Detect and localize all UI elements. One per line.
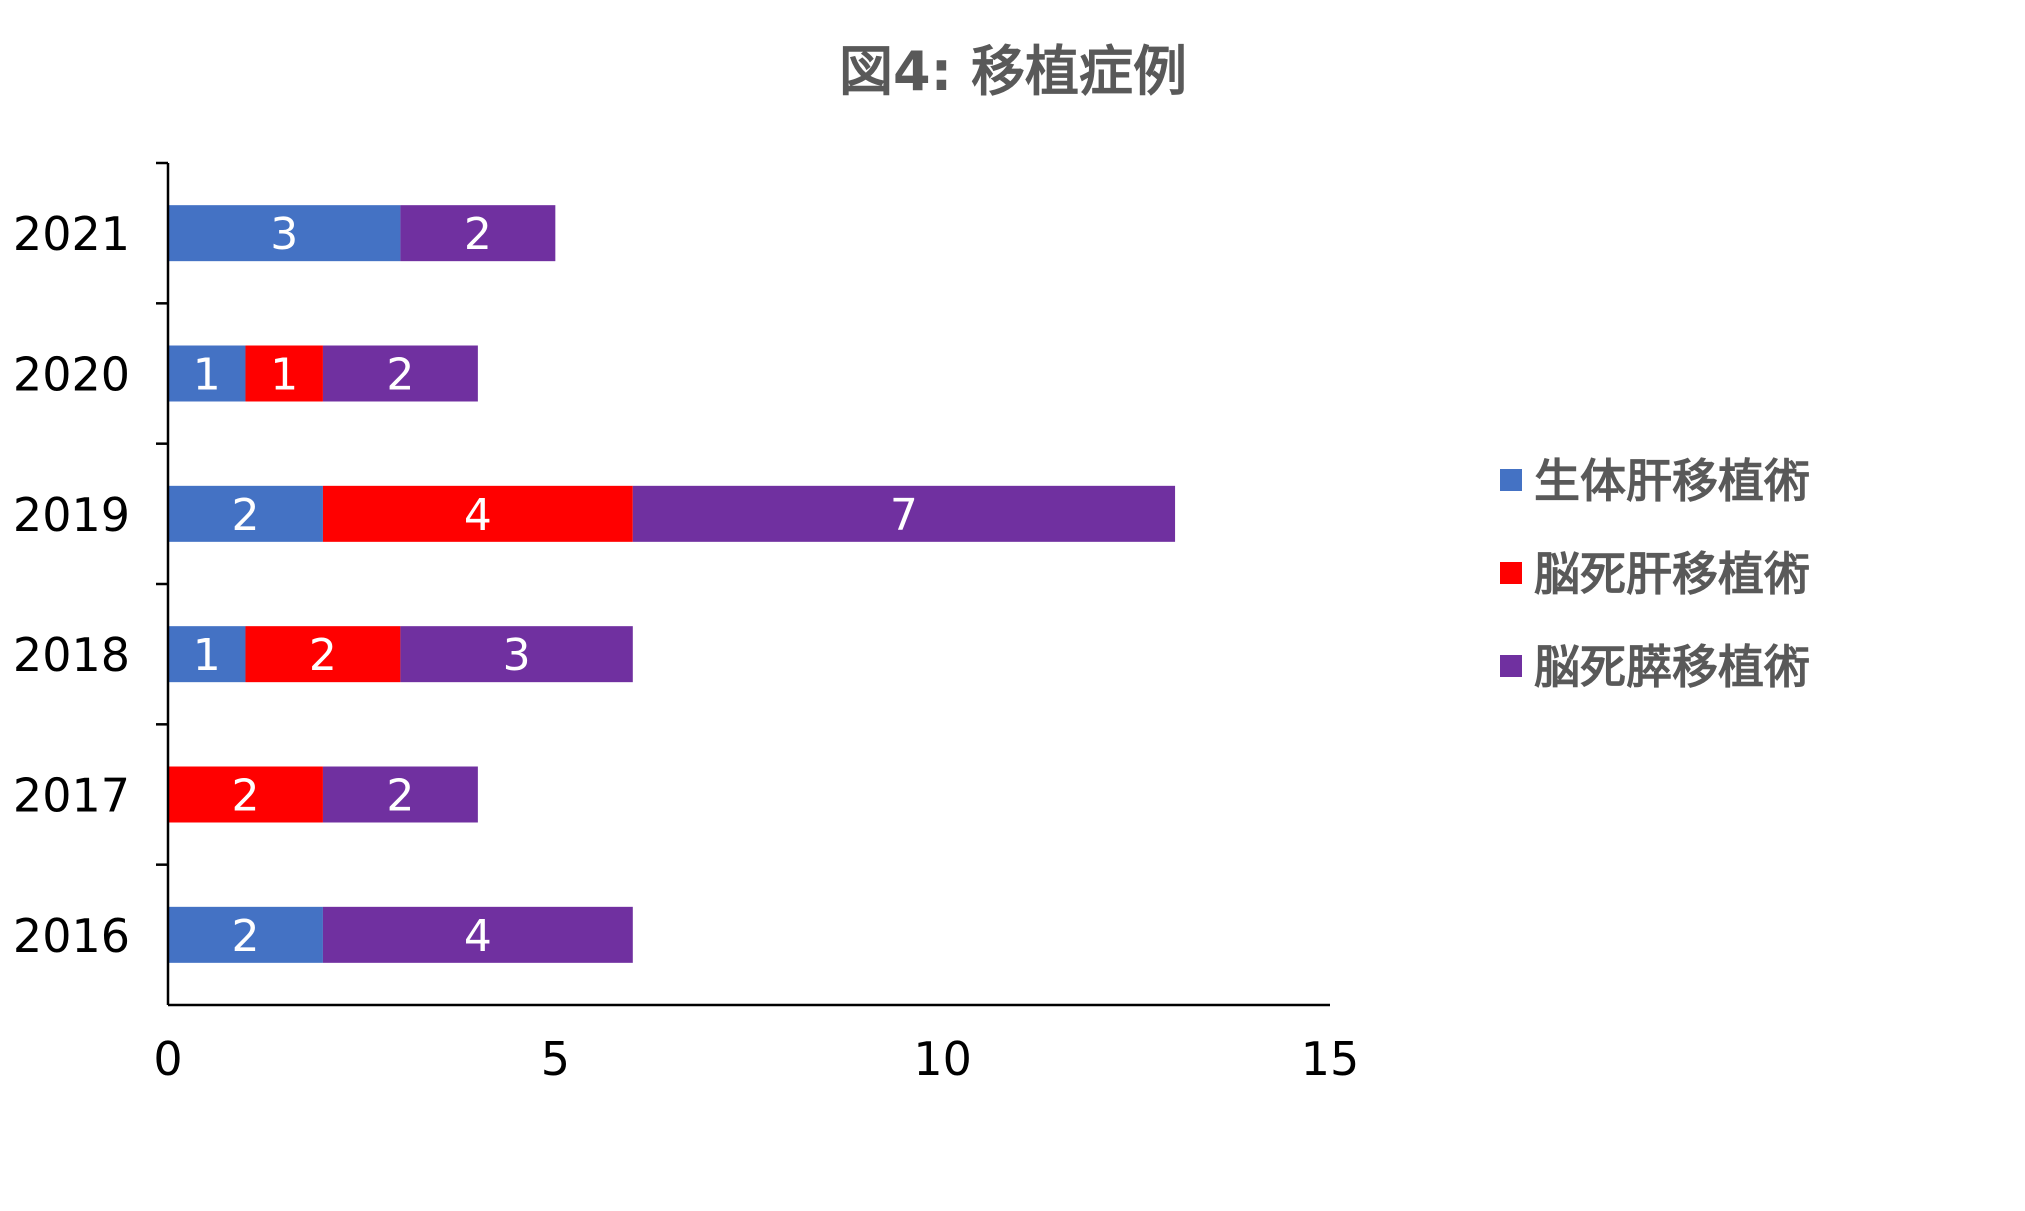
x-tick-label-5: 5: [541, 1032, 570, 1086]
data-label-2019-series-0: 2: [231, 490, 259, 541]
bar-2019-series-1: [322, 485, 633, 542]
bar-2020-series-2: [322, 345, 478, 402]
bar-2018-series-1: [245, 626, 401, 683]
bar-2017-series-2: [322, 766, 478, 823]
data-label-2018-series-1: 2: [309, 630, 337, 681]
y-tick-label-2019: 2019: [13, 488, 130, 542]
legend-swatch-1: [1500, 562, 1522, 584]
data-label-2020-series-0: 1: [193, 350, 221, 401]
legend-swatch-0: [1500, 469, 1522, 491]
data-label-2019-series-2: 7: [890, 490, 918, 541]
bar-2017-series-1: [168, 766, 323, 823]
data-label-2017-series-2: 2: [386, 771, 414, 822]
legend-swatch-2: [1500, 655, 1522, 677]
bar-2019-series-2: [632, 485, 1176, 542]
y-tick-label-2017: 2017: [13, 769, 130, 823]
data-label-2019-series-1: 4: [464, 490, 492, 541]
bar-2020-series-0: [168, 345, 246, 402]
y-tick-label-2018: 2018: [13, 628, 130, 682]
chart-title: 図4: 移植症例: [839, 40, 1187, 103]
bar-2021-series-0: [168, 205, 401, 262]
bar-2021-series-2: [400, 205, 556, 262]
y-tick-label-2021: 2021: [13, 207, 130, 261]
data-label-2020-series-2: 2: [386, 350, 414, 401]
bar-2018-series-0: [168, 626, 246, 683]
data-label-2018-series-0: 1: [193, 630, 221, 681]
data-label-2020-series-1: 1: [270, 350, 298, 401]
data-label-2021-series-0: 3: [270, 209, 298, 260]
legend-label-1: 脳死肝移植術: [1534, 547, 1810, 601]
data-label-2021-series-2: 2: [464, 209, 492, 260]
bar-2018-series-2: [400, 626, 633, 683]
x-tick-label-0: 0: [153, 1032, 182, 1086]
bar-2016-series-2: [322, 906, 633, 963]
y-tick-label-2020: 2020: [13, 348, 130, 402]
bar-2020-series-1: [245, 345, 323, 402]
data-label-2018-series-2: 3: [503, 630, 531, 681]
data-label-2016-series-2: 4: [464, 911, 492, 962]
y-tick-label-2016: 2016: [13, 909, 130, 963]
data-label-2017-series-1: 2: [231, 771, 259, 822]
data-label-2016-series-0: 2: [231, 911, 259, 962]
legend-label-2: 脳死膵移植術: [1534, 640, 1810, 694]
bar-2016-series-0: [168, 906, 323, 963]
axes-layer: 2021 2020 2019 2018 2017 2016 0 5 10 15: [13, 161, 1360, 1086]
x-tick-label-15: 15: [1301, 1032, 1360, 1086]
bar-2019-series-0: [168, 485, 323, 542]
x-tick-label-10: 10: [913, 1032, 972, 1086]
legend-label-0: 生体肝移植術: [1534, 454, 1810, 508]
bars-layer: 3 21 1 22 4 71 2 32 22 4: [168, 205, 1176, 963]
